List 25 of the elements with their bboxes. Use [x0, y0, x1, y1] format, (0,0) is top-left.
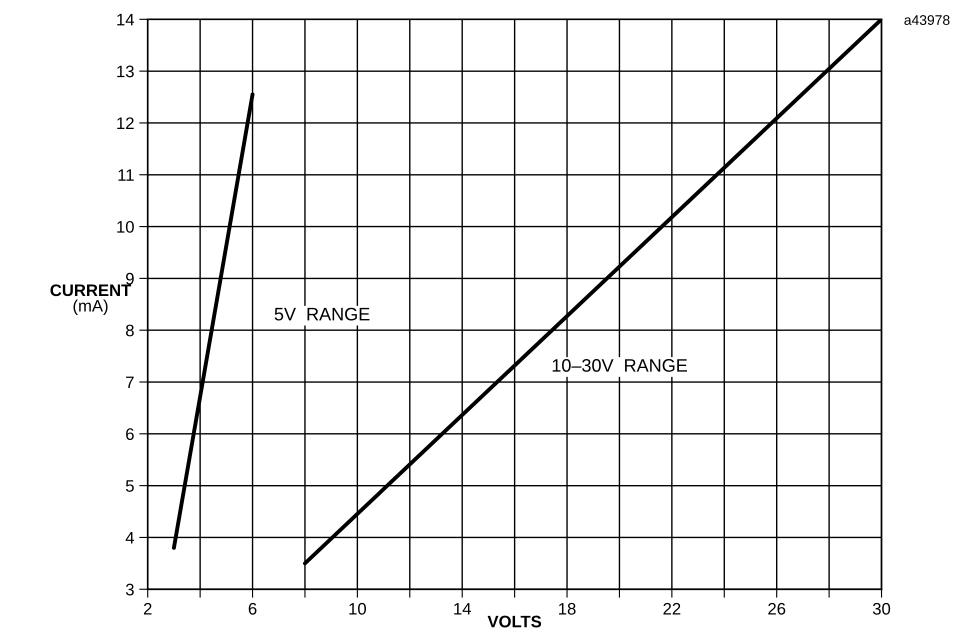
- x-tick-label: 10: [349, 602, 366, 615]
- x-tick-label: 2: [144, 602, 152, 615]
- x-tick-label: 30: [872, 602, 890, 615]
- y-tick-label: 5: [126, 480, 134, 492]
- x-tick-label: 26: [768, 602, 786, 615]
- y-tick-label: 4: [126, 532, 134, 544]
- text: a43978: [904, 15, 950, 25]
- x-tick-label: 22: [663, 602, 680, 615]
- y-tick-label: 7: [126, 376, 134, 388]
- annotation: 5V RANGE: [274, 308, 370, 321]
- y-tick-label: 6: [126, 428, 134, 440]
- x-tick-label: 18: [559, 602, 576, 615]
- y-tick-label: 3: [126, 584, 134, 596]
- y-tick-label: 10: [117, 220, 134, 233]
- y-tick-label: 13: [117, 66, 134, 78]
- x-tick-label: 6: [248, 602, 256, 615]
- y-tick-label: 11: [118, 169, 134, 181]
- y-axis-title: CURRENT (mA): [50, 284, 132, 315]
- x-axis-title: VOLTS: [488, 616, 542, 628]
- y-tick-label: 12: [117, 117, 134, 129]
- y-tick-label: 14: [117, 14, 134, 26]
- y-tick-label: 9: [126, 272, 134, 285]
- x-tick-label: 14: [454, 603, 471, 615]
- annotation: 10–30V RANGE: [552, 359, 688, 372]
- y-tick-label: 8: [126, 324, 134, 336]
